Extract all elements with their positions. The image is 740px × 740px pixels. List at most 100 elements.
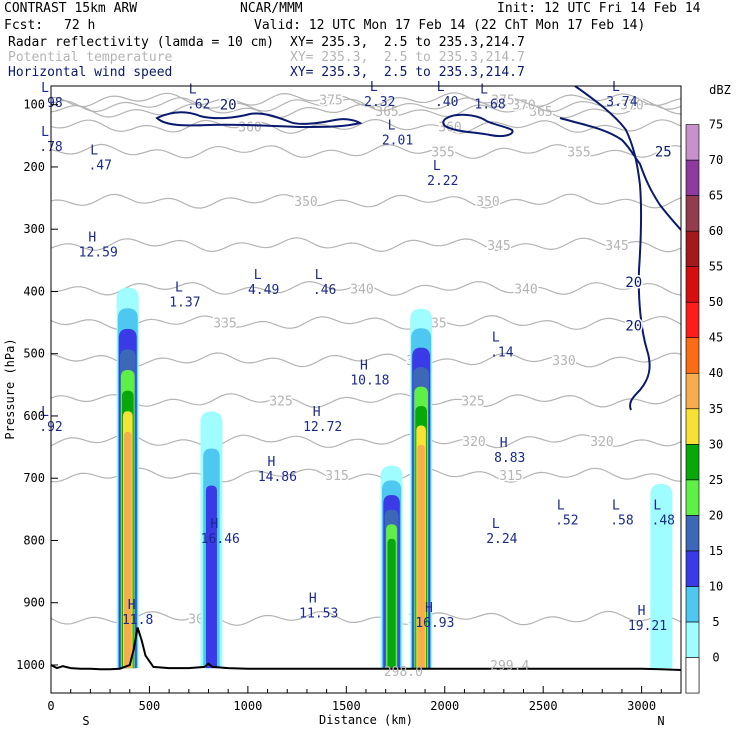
fcst-label: Fcst: bbox=[4, 18, 44, 33]
theta-contour-label: 345 bbox=[487, 239, 510, 254]
x-tick-label: 1500 bbox=[332, 699, 361, 713]
theta-contour-label: 375 bbox=[319, 94, 342, 109]
theta-contour-label: 325 bbox=[269, 394, 292, 409]
south-end-label: S bbox=[82, 714, 89, 728]
reflectivity-cells bbox=[116, 287, 673, 669]
extremum-type: L bbox=[653, 498, 661, 513]
theta-contour-label: 325 bbox=[461, 394, 484, 409]
xy-reflectivity: XY= 235.3, 2.5 to 235.3,214.7 bbox=[290, 35, 525, 50]
extremum-value: .62 bbox=[187, 97, 210, 112]
theta-contour-label: 340 bbox=[514, 282, 537, 297]
x-tick-label: 1000 bbox=[233, 699, 262, 713]
colorbar-label: 50 bbox=[709, 295, 723, 309]
theta-contour-label: 320 bbox=[462, 435, 485, 450]
theta-contour-label: 350 bbox=[476, 195, 499, 210]
extremum-type: L bbox=[189, 82, 197, 97]
colorbar-label: 35 bbox=[709, 402, 723, 416]
extremum-type: H bbox=[500, 436, 508, 451]
extremum-value: 4.49 bbox=[248, 283, 279, 298]
colorbar-label: 30 bbox=[709, 437, 723, 451]
reflectivity-band bbox=[124, 431, 132, 669]
colorbar-swatch bbox=[685, 159, 700, 196]
theta-contour-label: 340 bbox=[350, 282, 373, 297]
extremum-value: 12.72 bbox=[303, 420, 342, 435]
extremum-type: L bbox=[557, 498, 565, 513]
x-tick-label: 2000 bbox=[430, 699, 459, 713]
theta-contour bbox=[51, 92, 681, 108]
y-tick-label: 800 bbox=[23, 533, 45, 547]
theta-contour-label: 370 bbox=[512, 99, 535, 114]
reflectivity-band bbox=[205, 485, 217, 669]
theta-contour-label: 355 bbox=[567, 145, 590, 160]
extremum-type: L bbox=[437, 80, 445, 95]
extremum-type: L bbox=[370, 80, 378, 95]
y-tick-label: 900 bbox=[23, 596, 45, 610]
colorbar-swatch bbox=[685, 657, 700, 694]
wind-speed-contours: 20 25 20 20 bbox=[155, 86, 681, 411]
terrain bbox=[51, 627, 681, 671]
extremum-type: L bbox=[480, 82, 488, 97]
axes: 100 200 300 400 500 600 700 800 900 1000 0 500 1000 1… bbox=[16, 98, 662, 713]
extremum-value: 8.83 bbox=[494, 451, 525, 466]
theta-contour-label: 330 bbox=[552, 354, 575, 369]
theta-contour bbox=[51, 610, 681, 626]
y-tick-label: 500 bbox=[23, 347, 45, 361]
extremum-value: 1.37 bbox=[169, 295, 200, 310]
extremum-value: 12.59 bbox=[79, 246, 118, 261]
colorbar-swatch bbox=[685, 550, 700, 587]
extremum-type: L bbox=[41, 405, 49, 420]
extremum-type: L bbox=[388, 119, 396, 134]
extremum-value: 19.21 bbox=[628, 619, 667, 634]
extremum-value: 2.22 bbox=[427, 174, 458, 189]
extremum-value: .14 bbox=[490, 345, 514, 360]
extremum-type: H bbox=[267, 455, 275, 470]
wind-contour bbox=[559, 117, 681, 231]
extremum-type: L bbox=[433, 159, 441, 174]
wind-contour bbox=[442, 113, 514, 138]
y-tick-label: 400 bbox=[23, 284, 45, 298]
x-axis-label: Distance (km) bbox=[319, 713, 413, 727]
extremum-value: .40 bbox=[435, 95, 458, 110]
colorbar-label: 40 bbox=[709, 366, 723, 380]
terrain-line bbox=[51, 627, 681, 671]
colorbar-label: 75 bbox=[709, 118, 723, 132]
colorbar-swatch bbox=[685, 266, 700, 303]
extremum-value: 11.53 bbox=[299, 607, 338, 622]
field-wind: Horizontal wind speed bbox=[8, 65, 173, 80]
surface-theta-label: 298.0 bbox=[384, 665, 423, 680]
theta-contour bbox=[51, 393, 681, 409]
extremum-type: H bbox=[425, 601, 433, 616]
xy-theta: XY= 235.3, 2.5 to 235.3,214.7 bbox=[290, 50, 525, 65]
colorbar-swatch bbox=[685, 443, 700, 481]
theta-contour bbox=[51, 433, 681, 449]
theta-contour bbox=[51, 281, 681, 296]
colorbar: dBZ 0 5 10 15 20 25 30 35 40 45 50 55 60 65 70 75 bbox=[685, 83, 731, 694]
colorbar-swatch bbox=[685, 515, 700, 552]
reflectivity-band bbox=[387, 538, 396, 669]
north-end-label: N bbox=[657, 714, 664, 728]
reflectivity-band bbox=[417, 444, 425, 669]
extremum-value: .58 bbox=[610, 513, 633, 528]
plot-frame bbox=[50, 85, 682, 694]
extremum-type: H bbox=[309, 592, 317, 607]
extremum-type: L bbox=[612, 498, 620, 513]
wind-contour bbox=[574, 86, 651, 411]
reflectivity-band bbox=[650, 483, 673, 669]
colorbar-swatch bbox=[685, 586, 700, 623]
y-tick-label: 100 bbox=[23, 98, 45, 112]
extremum-type: H bbox=[88, 231, 96, 246]
colorbar-swatch bbox=[685, 479, 700, 516]
colorbar-swatch bbox=[685, 337, 700, 374]
valid-time: Valid: 12 UTC Mon 17 Feb 14 (22 ChT Mon … bbox=[254, 18, 646, 33]
extremum-value: .47 bbox=[88, 158, 111, 173]
wind-contour-label: 20 bbox=[625, 275, 642, 291]
theta-contour-label: 320 bbox=[590, 435, 613, 450]
extremum-type: H bbox=[128, 598, 136, 613]
app-title: CONTRAST 15km ARW bbox=[4, 1, 138, 16]
colorbar-label: 45 bbox=[709, 331, 723, 345]
theta-contour bbox=[51, 193, 681, 209]
extremum-value: .46 bbox=[313, 283, 336, 298]
xy-wind: XY= 235.3, 2.5 to 235.3,214.7 bbox=[290, 65, 525, 80]
theta-contour-label: 370 bbox=[620, 99, 643, 114]
